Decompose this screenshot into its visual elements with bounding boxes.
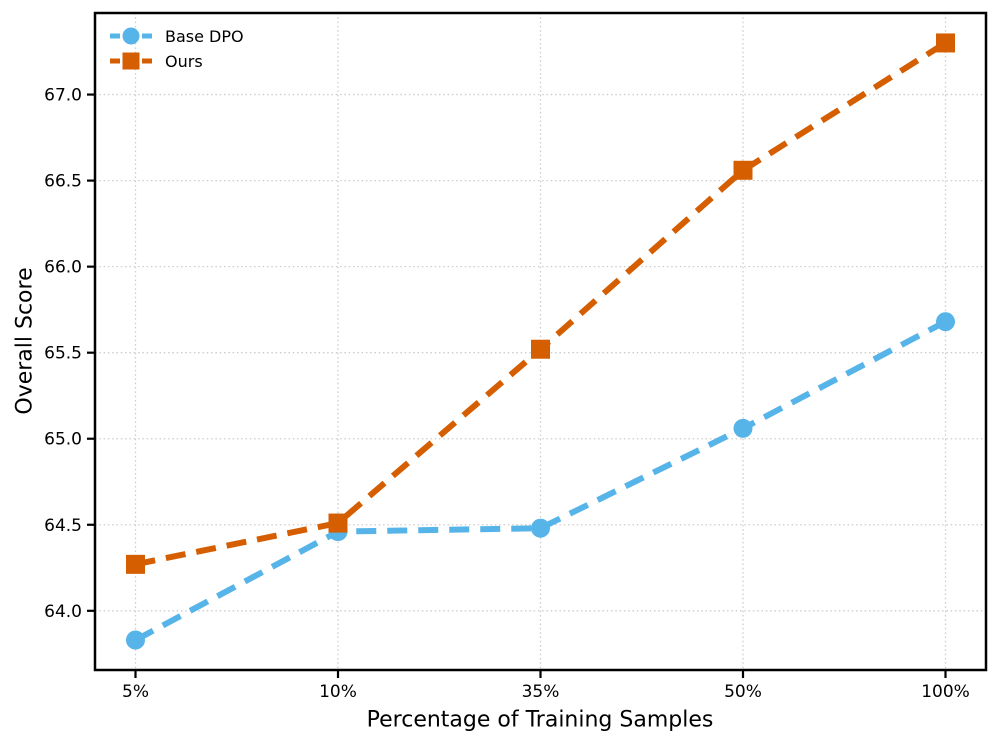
x-tick-label: 50% [724, 682, 762, 702]
data-point-circle [126, 630, 145, 650]
data-point-square [733, 160, 753, 180]
series-ours [126, 33, 955, 574]
data-point-square [126, 554, 145, 574]
legend-item-base-dpo: Base DPO [109, 25, 244, 47]
x-axis-title: Percentage of Training Samples [366, 707, 714, 733]
y-tick-label: 66.5 [44, 172, 82, 192]
data-point-circle [936, 312, 955, 332]
y-tick-label: 64.0 [44, 602, 82, 622]
data-point-circle [733, 418, 753, 438]
x-tick-label: 10% [319, 682, 357, 702]
data-point-square [328, 513, 348, 533]
y-tick-label: 67.0 [44, 86, 82, 106]
series-line [134, 319, 947, 643]
legend: Base DPO Ours [109, 25, 244, 75]
ours-line-marker-icon [110, 52, 152, 70]
x-tick-label: 35% [522, 682, 560, 702]
axis-ticks: 64.0 64.5 65.0 65.5 66.0 66.5 67.0 5% 10% 35% 50% 1… [44, 86, 970, 702]
y-axis-title: Overall Score [12, 267, 38, 415]
base-dpo-line-marker-icon [110, 27, 152, 45]
legend-label-ours: Ours [165, 51, 203, 71]
x-tick-label: 5% [122, 682, 149, 702]
data-point-square [936, 33, 955, 53]
x-tick-label: 100% [921, 682, 970, 702]
y-tick-label: 65.5 [44, 344, 82, 364]
data-point-circle [531, 518, 550, 538]
data-point-square [531, 339, 550, 359]
y-tick-label: 64.5 [44, 516, 82, 536]
y-tick-label: 65.0 [44, 430, 82, 450]
legend-label-base-dpo: Base DPO [165, 26, 244, 46]
y-tick-label: 66.0 [44, 258, 82, 278]
legend-item-ours: Ours [109, 50, 244, 72]
